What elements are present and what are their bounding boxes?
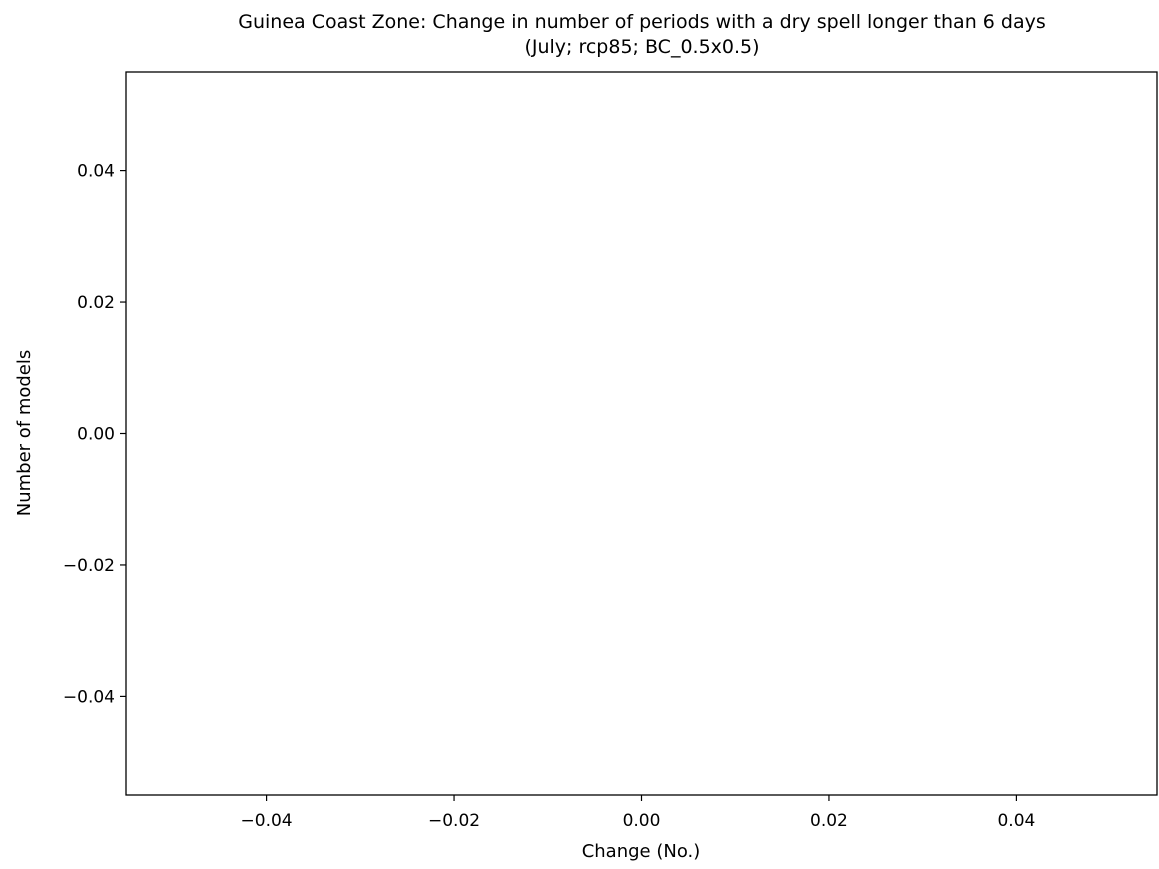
y-tick-label: −0.04 [63,687,115,707]
x-tick-label: 0.00 [623,811,661,831]
x-tick-label: 0.04 [997,811,1035,831]
y-tick-label: 0.04 [77,162,115,182]
x-axis-label: Change (No.) [582,841,701,862]
chart-title: Guinea Coast Zone: Change in number of p… [238,11,1046,33]
x-axis: −0.04 −0.02 0.00 0.02 0.04 [241,795,1035,831]
y-tick-label: 0.02 [77,293,115,313]
y-tick-label: −0.02 [63,556,115,576]
chart-subtitle: (July; rcp85; BC_0.5x0.5) [524,36,759,58]
y-tick-label: 0.00 [77,425,115,445]
y-axis: −0.04 −0.02 0.00 0.02 0.04 [63,162,126,707]
x-tick-label: −0.02 [428,811,480,831]
x-tick-label: −0.04 [241,811,293,831]
y-axis-label: Number of models [14,350,35,517]
x-tick-label: 0.02 [810,811,848,831]
